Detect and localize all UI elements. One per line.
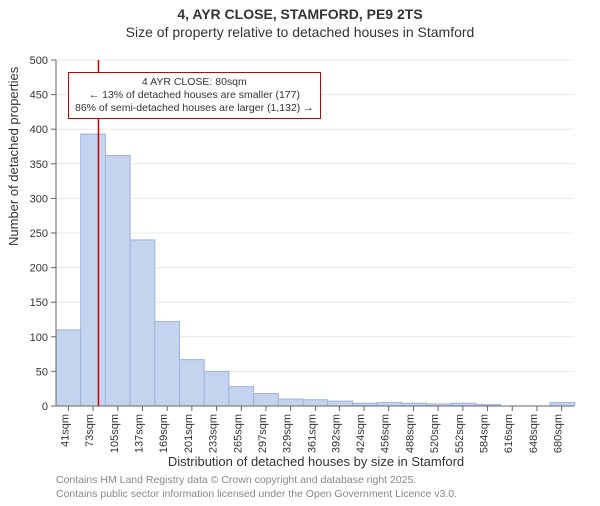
y-axis-label: Number of detached properties: [6, 67, 21, 246]
svg-text:616sqm: 616sqm: [503, 414, 515, 453]
svg-text:201sqm: 201sqm: [183, 414, 195, 453]
page-subtitle: Size of property relative to detached ho…: [0, 24, 600, 40]
svg-text:361sqm: 361sqm: [306, 414, 318, 453]
svg-text:297sqm: 297sqm: [257, 414, 269, 453]
callout-line2: ← 13% of detached houses are smaller (17…: [75, 89, 314, 102]
callout-line1: 4 AYR CLOSE: 80sqm: [75, 76, 314, 89]
svg-text:350: 350: [30, 159, 48, 171]
callout-line3: 86% of semi-detached houses are larger (…: [75, 102, 314, 115]
svg-text:500: 500: [30, 55, 48, 67]
marker-callout: 4 AYR CLOSE: 80sqm ← 13% of detached hou…: [68, 72, 321, 119]
svg-text:50: 50: [36, 366, 48, 378]
svg-text:680sqm: 680sqm: [553, 414, 565, 453]
svg-text:300: 300: [30, 193, 48, 205]
svg-text:648sqm: 648sqm: [528, 414, 540, 453]
svg-text:265sqm: 265sqm: [232, 414, 244, 453]
svg-text:0: 0: [42, 401, 48, 413]
svg-text:520sqm: 520sqm: [429, 414, 441, 453]
svg-text:105sqm: 105sqm: [109, 414, 121, 453]
attribution-line2: Contains public sector information licen…: [56, 488, 457, 500]
svg-text:169sqm: 169sqm: [158, 414, 170, 453]
svg-text:488sqm: 488sqm: [404, 414, 416, 453]
x-axis-label: Distribution of detached houses by size …: [56, 454, 576, 469]
page-title: 4, AYR CLOSE, STAMFORD, PE9 2TS: [0, 6, 600, 22]
svg-text:450: 450: [30, 90, 48, 102]
svg-text:200: 200: [30, 263, 48, 275]
svg-text:73sqm: 73sqm: [84, 414, 96, 447]
svg-text:233sqm: 233sqm: [208, 414, 220, 453]
svg-text:392sqm: 392sqm: [330, 414, 342, 453]
attribution: Contains HM Land Registry data © Crown c…: [56, 474, 457, 501]
svg-text:41sqm: 41sqm: [59, 414, 71, 447]
svg-text:552sqm: 552sqm: [454, 414, 466, 453]
svg-text:329sqm: 329sqm: [282, 414, 294, 453]
svg-text:250: 250: [30, 228, 48, 240]
svg-text:100: 100: [30, 332, 48, 344]
svg-text:456sqm: 456sqm: [380, 414, 392, 453]
svg-text:400: 400: [30, 124, 48, 136]
svg-text:424sqm: 424sqm: [355, 414, 367, 453]
svg-text:137sqm: 137sqm: [133, 414, 145, 453]
svg-text:584sqm: 584sqm: [479, 414, 491, 453]
attribution-line1: Contains HM Land Registry data © Crown c…: [56, 474, 416, 486]
svg-text:150: 150: [30, 297, 48, 309]
